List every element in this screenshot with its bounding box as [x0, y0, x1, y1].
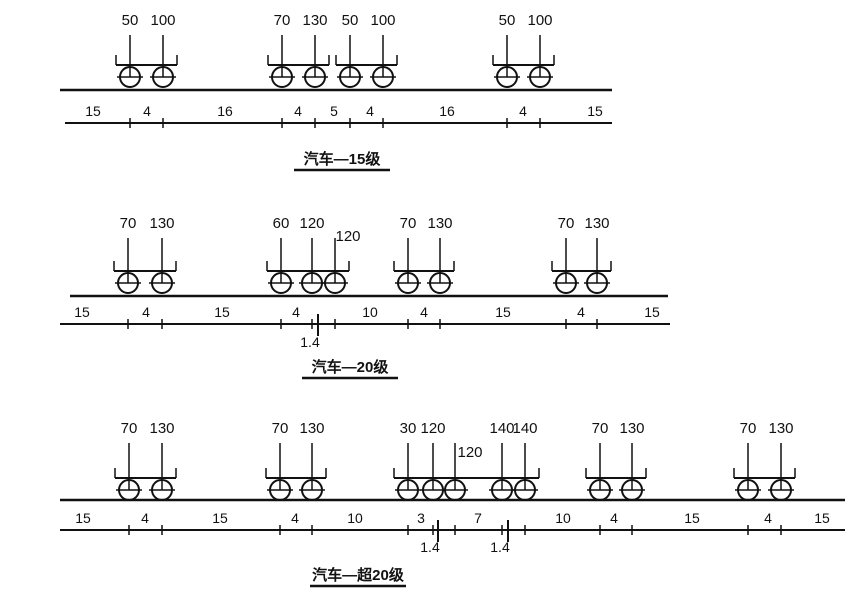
dimension-label: 4 [577, 304, 585, 320]
axle-load-label: 70 [592, 420, 609, 437]
dimension-label: 15 [495, 304, 511, 320]
dimension-label: 16 [217, 103, 233, 119]
axle-load-label: 130 [149, 420, 174, 437]
dimension-label: 4 [141, 510, 149, 526]
load-class-title: 汽车—超20级 [312, 566, 405, 584]
axle-load-label: 120 [420, 420, 445, 437]
load-class-title: 汽车—15级 [304, 150, 382, 168]
axle-load-label: 120 [335, 228, 360, 245]
axle-load-label: 100 [527, 12, 552, 29]
load-row-1: 50 100 70 130 50 100 50 100 15 4 16 4 5 4 16 4 15 汽车—15级 [60, 12, 612, 172]
axle-load-label: 30 [400, 420, 417, 437]
dimension-label: 4 [142, 304, 150, 320]
dimension-label: 4 [291, 510, 299, 526]
dimension-label: 3 [417, 510, 425, 526]
axle-load-label: 50 [499, 12, 516, 29]
axle-load-label: 70 [740, 420, 757, 437]
sub-dimension-label: 1.4 [420, 539, 440, 555]
dimension-label: 15 [644, 304, 660, 320]
axle-load-label: 130 [302, 12, 327, 29]
vehicle: 70 130 [585, 420, 647, 501]
axle-load-label: 50 [342, 12, 359, 29]
dimension-label: 15 [85, 103, 101, 119]
axle-load-label: 100 [370, 12, 395, 29]
dimension-label: 4 [519, 103, 527, 119]
vehicle: 70 130 [113, 215, 177, 294]
axle-load-label: 60 [273, 215, 290, 232]
axle-load-label: 70 [120, 215, 137, 232]
dimension-label: 16 [439, 103, 455, 119]
dimension-label: 4 [143, 103, 151, 119]
sub-dimension-label: 1.4 [490, 539, 510, 555]
axle-load-label: 140 [489, 420, 514, 437]
load-row-2: 70 130 60 120 120 70 130 70 130 15 4 15 4 10 4 15 4 15 1.4… [60, 215, 670, 380]
vehicle: 70 130 [114, 420, 177, 501]
axle-load-label: 70 [400, 215, 417, 232]
vehicle: 50 100 [492, 12, 555, 88]
dimension-label: 4 [610, 510, 618, 526]
vehicle: 70 130 [393, 215, 455, 294]
axle-load-label: 70 [121, 420, 138, 437]
vehicle: 60 120 120 [266, 215, 361, 294]
axle-load-label: 130 [299, 420, 324, 437]
dimension-label: 15 [74, 304, 90, 320]
dimension-label: 10 [347, 510, 363, 526]
axle-load-label: 130 [619, 420, 644, 437]
axle-load-label: 120 [299, 215, 324, 232]
axle-load-label: 130 [584, 215, 609, 232]
dimension-label: 15 [587, 103, 603, 119]
vehicle: 50 100 [115, 12, 178, 88]
vehicle: 70 130 [267, 12, 330, 88]
dimension-label: 4 [294, 103, 302, 119]
axle-load-label: 130 [427, 215, 452, 232]
dimension-label: 7 [474, 510, 482, 526]
dimension-label: 4 [292, 304, 300, 320]
axle-load-label: 70 [558, 215, 575, 232]
axle-load-label: 140 [512, 420, 537, 437]
vehicle: 70 130 [733, 420, 796, 501]
dimension-label: 10 [362, 304, 378, 320]
dimension-label: 5 [330, 103, 338, 119]
dimension-label: 4 [420, 304, 428, 320]
vehicle: 70 130 [265, 420, 327, 501]
vehicle: 70 130 [551, 215, 612, 294]
load-class-title: 汽车—20级 [312, 358, 390, 376]
dimension-label: 4 [366, 103, 374, 119]
dimension-label: 4 [764, 510, 772, 526]
dimension-label: 15 [684, 510, 700, 526]
dimension-label: 15 [814, 510, 830, 526]
vehicle: 50 100 [335, 12, 398, 88]
axle-load-label: 130 [149, 215, 174, 232]
axle-load-label: 70 [272, 420, 289, 437]
axle-load-label: 70 [274, 12, 291, 29]
axle-load-label: 120 [457, 444, 482, 461]
axle-load-label: 50 [122, 12, 139, 29]
dimension-label: 15 [214, 304, 230, 320]
axle-load-label: 130 [768, 420, 793, 437]
dimension-label: 15 [75, 510, 91, 526]
dimension-label: 10 [555, 510, 571, 526]
dimension-label: 15 [212, 510, 228, 526]
sub-dimension-label: 1.4 [300, 334, 320, 350]
axle-load-label: 100 [150, 12, 175, 29]
